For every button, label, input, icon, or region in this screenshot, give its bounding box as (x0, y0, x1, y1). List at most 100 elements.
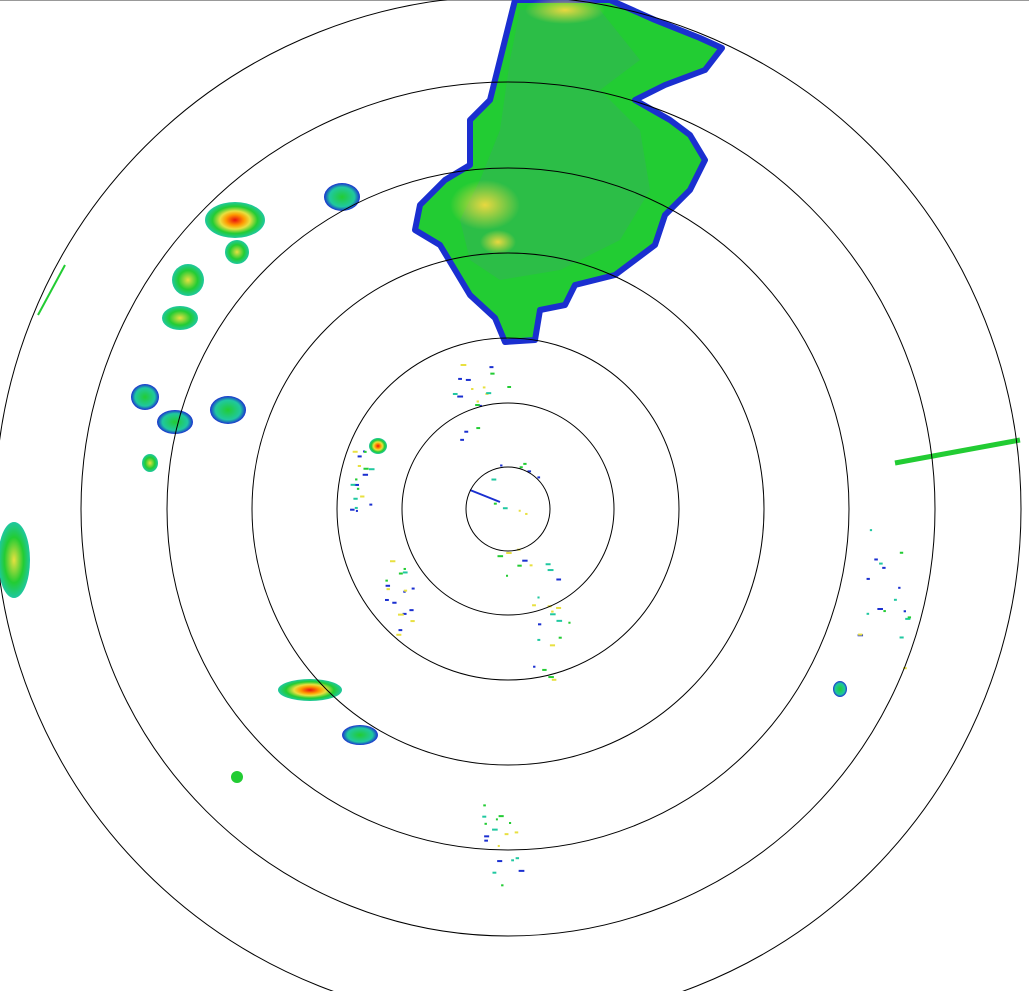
echo-cell (369, 438, 387, 454)
clutter-speckle (476, 400, 479, 403)
clutter-speckle (905, 617, 911, 620)
clutter-speckle (556, 606, 562, 609)
clutter-speckle (501, 884, 504, 887)
clutter-speckle (484, 822, 487, 825)
echo-cell (278, 679, 342, 701)
clutter-speckle (471, 388, 474, 391)
clutter-speckle (402, 612, 407, 615)
echo-cell (324, 183, 360, 211)
clutter-speckle (403, 590, 406, 593)
clutter-speckle (907, 616, 912, 619)
clutter-speckle (495, 818, 498, 821)
clutter-speckle (558, 636, 562, 639)
echo-cell (0, 522, 30, 598)
clutter-speckle (354, 483, 359, 486)
echo-streak (469, 489, 501, 503)
clutter-speckle (357, 464, 362, 467)
clutter-speckle (397, 613, 404, 616)
clutter-speckle (398, 629, 403, 632)
echo-cell (210, 396, 246, 424)
clutter-speckle (484, 839, 488, 842)
clutter-speckle (866, 612, 870, 615)
clutter-speckle (858, 633, 863, 636)
clutter-speckle (354, 506, 358, 509)
clutter-speckle (506, 551, 512, 554)
clutter-speckle (883, 610, 886, 613)
clutter-speckle (403, 589, 408, 592)
clutter-speckle (350, 508, 355, 511)
clutter-speckle (542, 668, 547, 671)
echo-streak (37, 264, 66, 316)
clutter-speckle (568, 621, 571, 624)
clutter-speckle (898, 586, 901, 589)
clutter-speckle (482, 815, 487, 818)
clutter-speckle (874, 558, 878, 561)
clutter-speckle (538, 623, 542, 626)
clutter-speckles (350, 364, 912, 887)
clutter-speckle (476, 427, 481, 430)
clutter-speckle (533, 665, 536, 668)
echo-yellow-patch (450, 180, 520, 230)
clutter-speckle (549, 644, 556, 647)
clutter-speckle (879, 562, 883, 565)
clutter-speckle (368, 468, 375, 471)
range-ring (251, 252, 765, 766)
clutter-speckle (899, 636, 904, 639)
clutter-speckle (522, 559, 528, 562)
clutter-speckle (517, 564, 522, 567)
clutter-speckle (479, 404, 482, 407)
clutter-speckle (363, 467, 369, 470)
clutter-speckle (492, 828, 498, 831)
clutter-speckle (403, 567, 406, 570)
clutter-speckle (903, 610, 906, 613)
echo-cell (162, 306, 198, 330)
clutter-speckle (475, 404, 480, 407)
clutter-speckle (483, 804, 486, 807)
clutter-speckle (545, 563, 551, 566)
precipitation-echoes (0, 0, 1021, 887)
echo-streak (894, 437, 1021, 466)
echo-cell (225, 240, 249, 264)
clutter-speckle (398, 572, 403, 575)
clutter-speckle (490, 372, 495, 375)
clutter-speckle (385, 598, 389, 601)
clutter-speckle (507, 385, 512, 388)
clutter-speckle (551, 678, 557, 681)
clutter-speckle (409, 609, 414, 612)
range-ring (401, 402, 615, 616)
clutter-speckle (525, 512, 528, 515)
clutter-speckle (523, 462, 527, 465)
clutter-speckle (452, 392, 458, 395)
echo-cell (157, 410, 193, 434)
echo-cell (342, 725, 378, 745)
clutter-speckle (497, 555, 504, 558)
clutter-speckle (493, 502, 497, 505)
echo-cell (142, 454, 158, 472)
clutter-speckle (556, 619, 563, 622)
clutter-speckle (547, 569, 554, 572)
range-ring (166, 167, 850, 851)
clutter-speckle (385, 579, 388, 582)
clutter-speckle (518, 509, 521, 512)
clutter-speckle (362, 473, 369, 476)
clutter-speckle (410, 620, 415, 623)
clutter-speckle (482, 386, 486, 389)
clutter-speckle (357, 455, 362, 458)
clutter-speckle (352, 450, 358, 453)
clutter-speckle (551, 610, 554, 613)
clutter-speckle (498, 815, 504, 818)
clutter-speckle (532, 604, 536, 607)
clutter-speckle (350, 483, 356, 486)
clutter-speckle (519, 466, 523, 469)
clutter-speckle (537, 596, 540, 599)
clutter-speckle (514, 831, 519, 834)
clutter-speckle (500, 464, 503, 467)
clutter-speckle (402, 571, 408, 574)
clutter-speckle (504, 833, 509, 836)
range-ring (80, 81, 936, 937)
clutter-speckle (369, 503, 373, 506)
clutter-speckle (390, 560, 396, 563)
